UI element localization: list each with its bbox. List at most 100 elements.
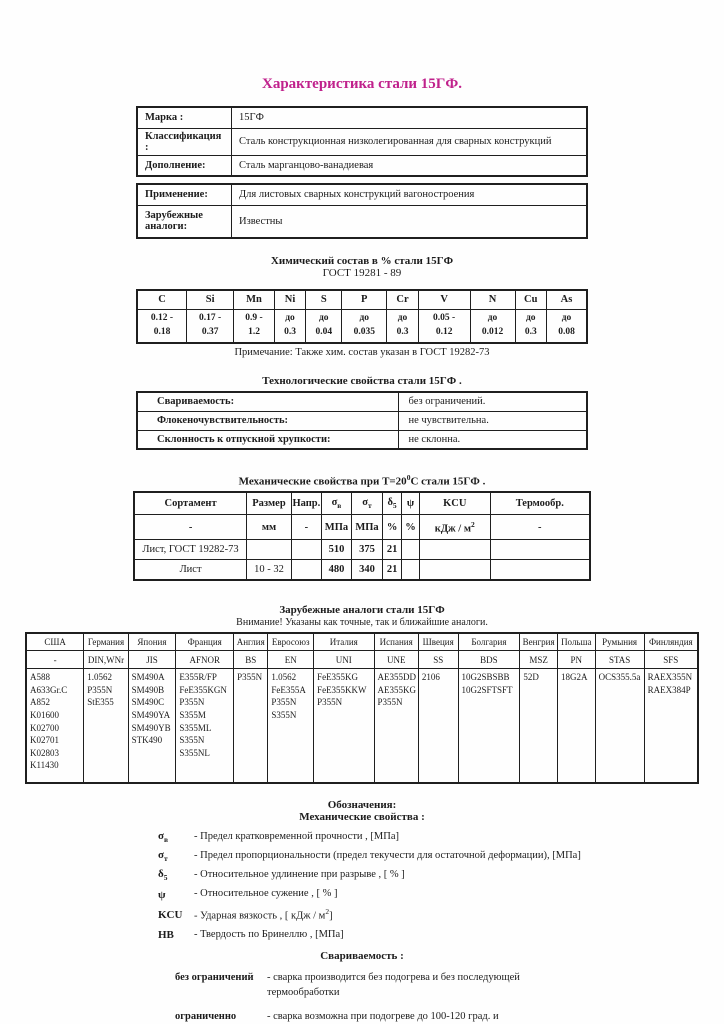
mech-cell-sigma-t: 375 — [351, 539, 383, 561]
analogs-country-cell: Франция — [175, 632, 235, 652]
analogs-country-cell: Италия — [313, 632, 375, 652]
chem-header-cell: P — [341, 289, 388, 310]
info-label-marka: Марка : — [136, 106, 232, 129]
analogs-grades-cell: SM490A SM490B SM490C SM490YA SM490YB STK… — [127, 668, 177, 784]
list-item: без ограничений - сварка производится бе… — [175, 971, 724, 999]
mech-header-cell: Термообр. — [489, 491, 591, 516]
mech-cell-sigma-b: 480 — [320, 559, 353, 581]
info-table-section: Марка : 15ГФ Классификация : Сталь конст… — [136, 106, 588, 239]
info-label-analogi: Зарубежные аналоги: — [136, 204, 232, 239]
weldability-list: без ограничений - сварка производится бе… — [175, 971, 724, 1024]
chem-header-cell: N — [469, 289, 516, 310]
list-item: σв - Предел кратковременной прочности , … — [158, 830, 594, 844]
weldability-term: ограниченно свариваемая — [175, 1010, 237, 1022]
chem-value-cell: до 0.08 — [546, 308, 588, 344]
designation-text: - Ударная вязкость , [ кДж / м2] — [194, 906, 333, 922]
table-row: Дополнение: Сталь марганцово-ванадиевая — [136, 154, 588, 177]
analogs-country-cell: Швеция — [417, 632, 459, 652]
analogs-country-cell: Германия — [83, 632, 129, 652]
mech-cell-napr — [290, 539, 322, 561]
chem-value-cell: до 0.3 — [386, 308, 419, 344]
designation-text: - Предел кратковременной прочности , [МП… — [194, 830, 399, 842]
analogs-grades-cell: 18G2A — [556, 668, 596, 784]
analogs-standard-cell: MSZ — [519, 650, 558, 670]
hb-symbol: НВ — [158, 929, 174, 942]
analogs-standard-cell: STAS — [594, 650, 645, 670]
chem-note: Примечание: Также хим. состав указан в Г… — [234, 347, 490, 358]
chem-title: Химический состав в % стали 15ГФ — [270, 255, 454, 267]
analogs-grades-cell: FeE355KG FeE355KKW P355N — [313, 668, 375, 784]
table-row: Марка : 15ГФ — [136, 106, 588, 129]
list-item: δ5 - Относительное удлинение при разрыве… — [158, 868, 594, 882]
kcu-symbol: KCU — [158, 908, 183, 921]
mech-cell-kcu — [418, 539, 491, 561]
mech-cell-termoobr — [489, 539, 591, 561]
analogs-standard-cell: - — [25, 650, 85, 670]
analogs-grades-cell: P355N — [233, 668, 269, 784]
info-table-bottom: Применение: Для листовых сварных констру… — [136, 183, 588, 239]
chem-header-cell: Ni — [273, 289, 307, 310]
chem-value-cell: 0.17 - 0.37 — [185, 308, 235, 344]
designation-text: - Относительное сужение , [ % ] — [194, 888, 338, 900]
page-title: Характеристика стали 15ГФ. — [262, 76, 462, 92]
mech-units-row: - мм - МПа МПа % % кДж / м2 - — [133, 514, 591, 541]
tech-title: Технологические свойства стали 15ГФ . — [262, 375, 462, 387]
analogs-standard-cell: EN — [267, 650, 315, 670]
analogs-country-cell: США — [25, 632, 85, 652]
analogs-standard-cell: PN — [556, 650, 596, 670]
chem-header-cell: V — [417, 289, 471, 310]
tech-value: не чувствительна. — [397, 410, 588, 431]
chem-value-cell: 0.05 - 0.12 — [417, 308, 471, 344]
mech-unit-cell-kcu: кДж / м2 — [418, 514, 491, 541]
chem-table: C Si Mn Ni S P Cr V N Cu As 0.12 - 0.18 … — [136, 289, 588, 344]
mech-cell-napr — [290, 559, 322, 581]
mech-header-cell: Сортамент — [133, 491, 248, 516]
mech-unit-cell: - — [133, 514, 248, 541]
tech-value: не склонна. — [397, 429, 588, 450]
chem-header-cell: Si — [185, 289, 235, 310]
mech-unit-cell: - — [290, 514, 322, 541]
weldability-heading: Свариваемость : — [320, 950, 404, 963]
delta5-symbol: δ5 — [158, 868, 168, 883]
sigma-b-symbol: σв — [158, 829, 169, 845]
list-item: НВ - Твердость по Бринеллю , [МПа] — [158, 928, 594, 942]
mech-unit-cell: - — [489, 514, 591, 541]
analogs-standard-cell: BS — [233, 650, 269, 670]
mech-header-cell: Напр. — [290, 491, 322, 516]
chem-header-cell: S — [305, 289, 343, 310]
mech-header-cell-delta5: δ5 — [381, 491, 403, 516]
tech-label: Склонность к отпускной хрупкости: — [136, 429, 399, 450]
designations-heading: Обозначения: — [327, 798, 397, 811]
chem-subtitle: ГОСТ 19281 - 89 — [322, 267, 402, 279]
mech-cell-psi — [401, 559, 420, 581]
list-item: KCU - Ударная вязкость , [ кДж / м2] — [158, 907, 594, 924]
analogs-standard-cell: DIN,WNr — [83, 650, 129, 670]
mech-header-cell-sigma-b: σв — [320, 491, 353, 516]
mech-cell-delta5: 21 — [381, 539, 403, 561]
mech-title: Механические свойства при Т=200С стали 1… — [238, 473, 486, 488]
mech-header-cell-psi: ψ — [401, 491, 420, 516]
tech-label: Свариваемость: — [136, 391, 399, 412]
analogs-grades-cell: 2106 — [417, 668, 459, 784]
analogs-standard-cell: BDS — [457, 650, 521, 670]
foreign-analogs-section: Зарубежные аналоги стали 15ГФ Внимание! … — [0, 604, 724, 784]
analogs-grades-cell: A588 A633Gr.C A852 K01600 K02700 K02701 … — [25, 668, 85, 784]
chem-value-cell: 0.12 - 0.18 — [136, 308, 187, 344]
analogs-standard-cell: SS — [417, 650, 459, 670]
designation-text: - Предел пропорциональности (предел теку… — [194, 850, 581, 862]
info-value-klassifikacia: Сталь конструкционная низколегированная … — [231, 127, 588, 156]
chem-value-cell: до 0.3 — [514, 308, 547, 344]
analogs-subtitle: Внимание! Указаны как точные, так и ближ… — [236, 616, 488, 628]
chem-value-cell: до 0.035 — [341, 308, 388, 344]
analogs-country-cell: Евросоюз — [267, 632, 315, 652]
info-value-primenenie: Для листовых сварных конструкций вагонос… — [231, 183, 588, 206]
mech-header-cell-sigma-t: σт — [351, 491, 383, 516]
mech-cell-termoobr — [489, 559, 591, 581]
mech-data-row: Лист 10 - 32 480 340 21 — [133, 559, 591, 581]
analogs-country-cell: Болгария — [457, 632, 521, 652]
analogs-standard-cell: SFS — [643, 650, 699, 670]
chem-value-cell: до 0.04 — [305, 308, 343, 344]
list-item: ограниченно свариваемая - сварка возможн… — [175, 1010, 724, 1024]
weldability-definition: - сварка производится без подогрева и бе… — [267, 972, 520, 998]
